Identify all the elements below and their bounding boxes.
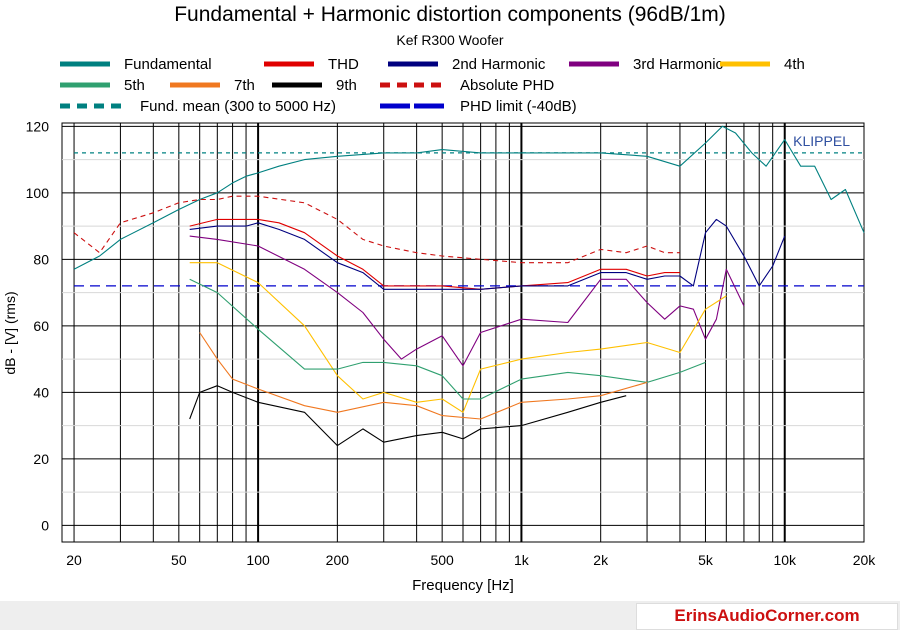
series-7th [199, 332, 648, 420]
series-9th [189, 385, 627, 447]
series-5th [189, 278, 706, 400]
series-thd [189, 218, 680, 290]
y-axis-label: dB - [V] (rms) [2, 291, 18, 374]
legend-label: PHD limit (-40dB) [460, 98, 577, 115]
x-tick-label: 500 [430, 552, 454, 568]
y-tick-label: 80 [33, 251, 49, 267]
legend-item-fund-mean-300-to-5000-hz: Fund. mean (300 to 5000 Hz) [60, 98, 336, 115]
legend-label: 5th [124, 77, 145, 94]
legend-label: 4th [784, 56, 805, 73]
x-tick-label: 50 [171, 552, 187, 568]
footer-brand: ErinsAudioCorner.com [674, 606, 860, 625]
tick-labels: 20 50 100 200 500 1k 2k 5k 10k 20k 0 20 40 60 80 100 120 [26, 118, 877, 568]
chart-title: Fundamental + Harmonic distortion compon… [174, 3, 726, 26]
legend-label: THD [328, 56, 359, 73]
y-tick-label: 100 [26, 185, 50, 201]
y-tick-label: 0 [41, 517, 49, 533]
series-4th [189, 262, 727, 413]
legend-item-2nd-harmonic: 2nd Harmonic [388, 56, 546, 73]
y-tick-label: 40 [33, 384, 49, 400]
chart-canvas: Fundamental THD 2nd Harmonic 3rd Harmonic 4t… [2, 56, 877, 594]
series-2nd-harmonic [189, 218, 786, 290]
x-tick-label: 2k [593, 552, 609, 568]
legend-item-4th: 4th [720, 56, 805, 73]
y-tick-label: 20 [33, 451, 49, 467]
legend-label: 7th [234, 77, 255, 94]
legend-item-phd-limit-40db: PHD limit (-40dB) [380, 98, 577, 115]
legend-item-fundamental: Fundamental [60, 56, 212, 73]
legend-label: 9th [336, 77, 357, 94]
y-tick-label: 60 [33, 318, 49, 334]
x-tick-label: 100 [246, 552, 270, 568]
legend-item-7th: 7th [170, 77, 255, 94]
footer-box [636, 603, 898, 630]
legend-label: Fundamental [124, 56, 212, 73]
legend-label: 3rd Harmonic [633, 56, 724, 73]
x-axis-label: Frequency [Hz] [412, 577, 514, 594]
chart-subtitle: Kef R300 Woofer [396, 32, 504, 48]
series-fundamental [73, 125, 865, 270]
legend-item-3rd-harmonic: 3rd Harmonic [569, 56, 724, 73]
legend: Fundamental THD 2nd Harmonic 3rd Harmonic 4t… [60, 56, 805, 115]
x-tick-label: 20 [66, 552, 82, 568]
legend-item-absolute-phd: Absolute PHD [380, 77, 554, 94]
legend-item-thd: THD [264, 56, 359, 73]
x-tick-label: 10k [773, 552, 797, 568]
legend-label: Absolute PHD [460, 77, 554, 94]
x-tick-label: 1k [514, 552, 530, 568]
x-tick-label: 200 [326, 552, 350, 568]
x-tick-label: 5k [698, 552, 714, 568]
legend-label: 2nd Harmonic [452, 56, 546, 73]
legend-item-9th: 9th [272, 77, 357, 94]
grid [62, 123, 865, 542]
reference-lines [74, 152, 864, 287]
legend-item-5th: 5th [60, 77, 145, 94]
series-3rd-harmonic [189, 235, 745, 367]
klippel-watermark: KLIPPEL [793, 133, 850, 149]
y-tick-label: 120 [26, 118, 50, 134]
legend-label: Fund. mean (300 to 5000 Hz) [140, 98, 336, 115]
x-tick-label: 20k [853, 552, 877, 568]
series-group [73, 125, 865, 447]
series-absolute-phd [73, 195, 680, 264]
